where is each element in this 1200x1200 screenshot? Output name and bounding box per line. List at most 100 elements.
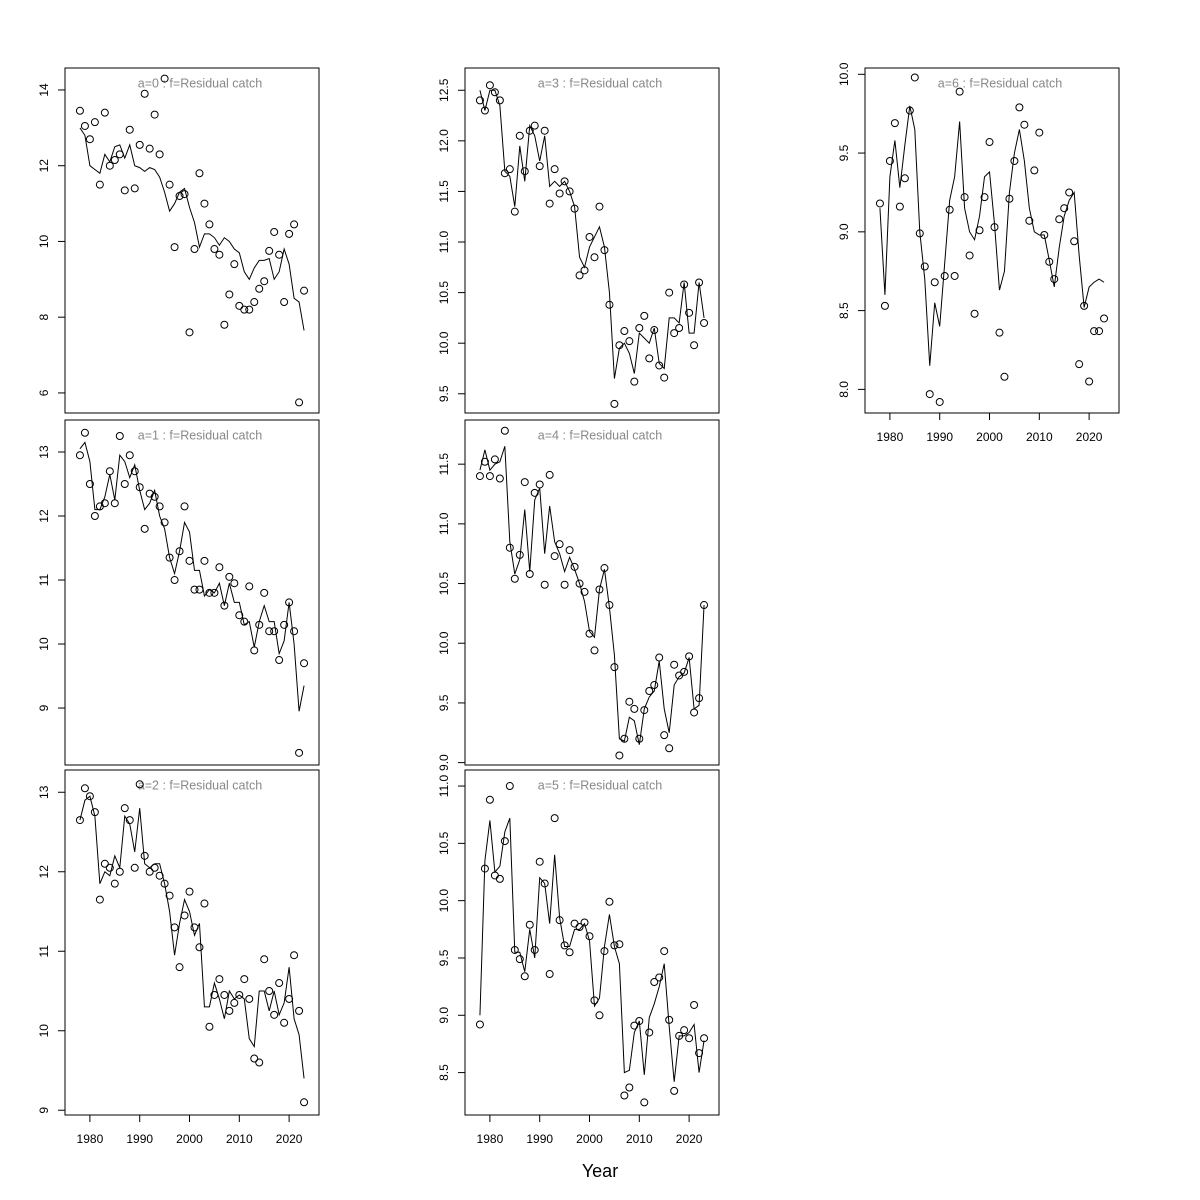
panel-frame bbox=[864, 67, 1120, 414]
fitted-line bbox=[479, 817, 705, 1082]
observed-point bbox=[80, 428, 89, 437]
fitted-line bbox=[879, 105, 1105, 366]
y-tick-label: 11.5 bbox=[437, 453, 451, 476]
y-tick-label: 11 bbox=[37, 573, 51, 586]
y-tick-label: 10 bbox=[37, 234, 51, 248]
observed-point bbox=[555, 189, 564, 198]
y-tick-label: 8.5 bbox=[437, 1064, 451, 1081]
observed-point bbox=[630, 704, 639, 713]
observed-point bbox=[150, 492, 159, 501]
observed-point bbox=[875, 199, 884, 208]
observed-point bbox=[620, 327, 629, 336]
y-tick-label: 9.5 bbox=[437, 949, 451, 966]
observed-point bbox=[670, 329, 679, 338]
observed-point bbox=[520, 167, 529, 176]
observed-point bbox=[270, 1010, 279, 1019]
observed-point bbox=[235, 611, 244, 620]
panel-frame bbox=[64, 419, 320, 766]
observed-point bbox=[625, 1083, 634, 1092]
observed-point bbox=[235, 301, 244, 310]
observed-point bbox=[995, 328, 1004, 337]
y-tick-label: 10.0 bbox=[437, 631, 451, 655]
observed-point bbox=[120, 804, 129, 813]
observed-point bbox=[610, 663, 619, 672]
observed-point bbox=[615, 751, 624, 760]
observed-point bbox=[215, 975, 224, 984]
observed-point bbox=[550, 552, 559, 561]
observed-point bbox=[510, 207, 519, 216]
panel-title: a=4 : f=Residual catch bbox=[538, 428, 662, 442]
observed-point bbox=[490, 455, 499, 464]
observed-point bbox=[1030, 166, 1039, 175]
observed-point bbox=[180, 502, 189, 511]
observed-point bbox=[590, 646, 599, 655]
x-tick-label: 1990 bbox=[126, 1132, 153, 1146]
observed-point bbox=[500, 426, 509, 435]
y-tick-label: 10.0 bbox=[437, 331, 451, 355]
observed-point bbox=[575, 923, 584, 932]
y-tick-label: 9 bbox=[37, 704, 51, 711]
y-tick-label: 8.0 bbox=[837, 381, 851, 398]
observed-point bbox=[290, 627, 299, 636]
observed-point bbox=[240, 975, 249, 984]
observed-point bbox=[900, 174, 909, 183]
observed-point bbox=[260, 955, 269, 964]
observed-point bbox=[920, 262, 929, 271]
observed-point bbox=[625, 337, 634, 346]
observed-point bbox=[265, 986, 274, 995]
observed-point bbox=[670, 660, 679, 669]
observed-point bbox=[1070, 237, 1079, 246]
observed-point bbox=[505, 165, 514, 174]
y-tick-label: 9.0 bbox=[437, 1007, 451, 1024]
observed-point bbox=[1025, 216, 1034, 225]
observed-point bbox=[115, 432, 124, 441]
observed-point bbox=[285, 229, 294, 238]
observed-point bbox=[680, 667, 689, 676]
observed-point bbox=[90, 118, 99, 127]
observed-point bbox=[495, 474, 504, 483]
observed-point bbox=[690, 708, 699, 717]
observed-point bbox=[485, 81, 494, 90]
observed-point bbox=[210, 588, 219, 597]
observed-point bbox=[250, 298, 259, 307]
observed-point bbox=[255, 1058, 264, 1067]
observed-point bbox=[535, 162, 544, 171]
observed-point bbox=[500, 837, 509, 846]
observed-point bbox=[205, 1022, 214, 1031]
x-tick-label: 2010 bbox=[226, 1132, 253, 1146]
observed-point bbox=[700, 318, 709, 327]
x-axis-label: Year bbox=[582, 1161, 618, 1181]
observed-point bbox=[570, 919, 579, 928]
observed-point bbox=[670, 1086, 679, 1095]
observed-point bbox=[210, 245, 219, 254]
x-tick-label: 1990 bbox=[926, 430, 953, 444]
observed-point bbox=[300, 286, 309, 295]
observed-point bbox=[140, 524, 149, 533]
observed-point bbox=[880, 301, 889, 310]
observed-point bbox=[120, 186, 129, 195]
observed-point bbox=[75, 451, 84, 460]
observed-point bbox=[660, 373, 669, 382]
observed-point bbox=[165, 553, 174, 562]
panel-frame bbox=[64, 769, 320, 1116]
observed-point bbox=[540, 126, 549, 135]
y-tick-label: 10.5 bbox=[437, 572, 451, 596]
observed-point bbox=[235, 990, 244, 999]
observed-point bbox=[505, 543, 514, 552]
observed-point bbox=[130, 863, 139, 872]
observed-point bbox=[550, 814, 559, 823]
observed-point bbox=[265, 246, 274, 255]
observed-point bbox=[180, 190, 189, 199]
y-tick-label: 9.0 bbox=[837, 223, 851, 240]
observed-point bbox=[655, 653, 664, 662]
observed-point bbox=[150, 110, 159, 119]
observed-point bbox=[105, 161, 114, 170]
observed-point bbox=[190, 245, 199, 254]
observed-point bbox=[160, 518, 169, 527]
observed-point bbox=[225, 290, 234, 299]
observed-point bbox=[75, 106, 84, 115]
observed-point bbox=[200, 899, 209, 908]
observed-point bbox=[90, 512, 99, 521]
observed-point bbox=[160, 74, 169, 83]
y-tick-label: 12 bbox=[37, 865, 51, 879]
